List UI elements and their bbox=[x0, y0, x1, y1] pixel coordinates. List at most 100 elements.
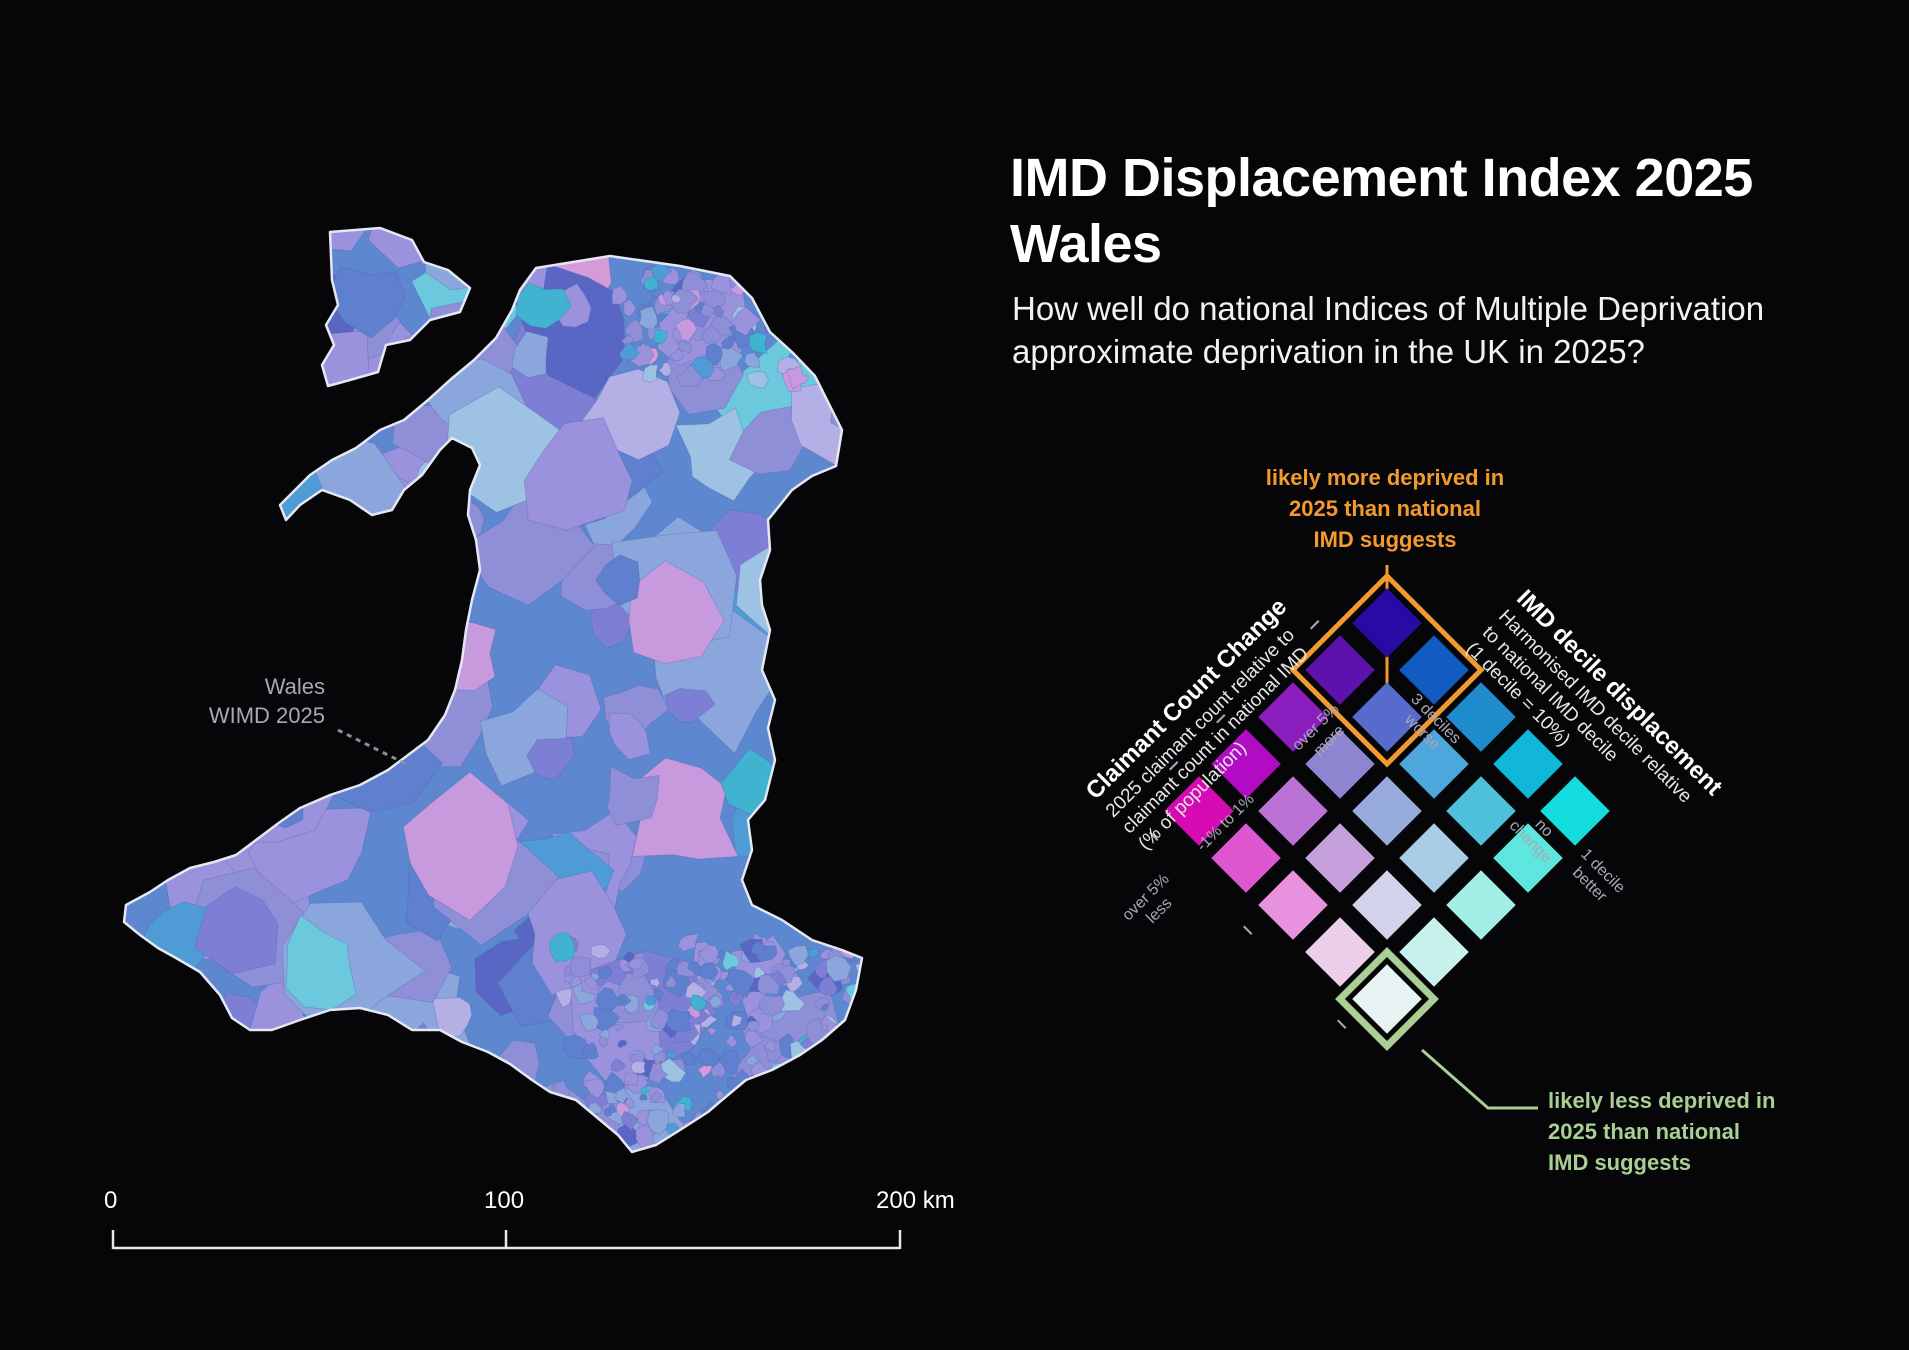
map-zone bbox=[578, 1013, 600, 1033]
map-zone bbox=[811, 593, 862, 739]
claimant-tick-line-0 bbox=[1149, 831, 1159, 841]
map-zone bbox=[784, 325, 806, 347]
map-zone bbox=[801, 1052, 818, 1070]
map-zone bbox=[794, 519, 833, 561]
map-zone bbox=[822, 1088, 839, 1103]
map-zone bbox=[726, 969, 756, 996]
map-zone bbox=[786, 273, 813, 293]
legend-cell-r4-c1 bbox=[1211, 729, 1281, 799]
map-zone bbox=[124, 569, 201, 677]
map-zone bbox=[849, 1079, 862, 1099]
map-zone bbox=[353, 508, 462, 612]
callout-more-line-3: IMD suggests bbox=[1313, 527, 1457, 552]
map-zone bbox=[431, 997, 473, 1039]
map-zone bbox=[757, 995, 785, 1016]
map-zone bbox=[157, 347, 213, 397]
map-zone bbox=[598, 965, 613, 979]
page-title: IMD Displacement Index 2025 Wales bbox=[1010, 145, 1870, 277]
map-zone bbox=[595, 986, 624, 1011]
map-label-line-1: Wales bbox=[264, 674, 325, 699]
map-zone bbox=[500, 1108, 584, 1152]
map-zone bbox=[189, 277, 237, 326]
map-zone bbox=[814, 1080, 830, 1090]
map-zone bbox=[142, 257, 234, 362]
map-zone bbox=[169, 544, 241, 604]
map-zone bbox=[331, 675, 434, 757]
claimant-tick-line-2 bbox=[1337, 1019, 1347, 1029]
map-zone bbox=[422, 228, 507, 291]
map-zone bbox=[851, 1037, 862, 1050]
map-zone bbox=[628, 957, 644, 971]
map-zone bbox=[640, 1084, 650, 1096]
callout-more-line-1: likely more deprived in bbox=[1265, 465, 1505, 490]
legend-cell-r3-c3 bbox=[1352, 682, 1422, 752]
map-zone bbox=[728, 404, 807, 475]
map-zone bbox=[732, 266, 745, 279]
map-zone bbox=[124, 1026, 181, 1105]
legend-cell-r0-c0 bbox=[1352, 964, 1422, 1034]
map-zone bbox=[136, 987, 206, 1075]
map-zone bbox=[255, 491, 355, 613]
map-zone bbox=[750, 940, 766, 955]
map-zone bbox=[555, 988, 573, 1008]
map-zone bbox=[677, 340, 694, 354]
map-zone bbox=[623, 1071, 639, 1086]
map-zone bbox=[816, 1109, 830, 1123]
map-zone bbox=[551, 1099, 582, 1125]
map-zone bbox=[812, 301, 862, 386]
map-zone bbox=[808, 1057, 818, 1067]
map-zone bbox=[675, 407, 768, 502]
legend-cell-r1-c4 bbox=[1493, 729, 1563, 799]
legend-cell-r3-c4 bbox=[1399, 635, 1469, 705]
map-zone bbox=[319, 1035, 410, 1115]
scale-label-0: 0 bbox=[104, 1187, 118, 1214]
map-zone bbox=[134, 313, 246, 448]
map-zone bbox=[824, 1119, 849, 1140]
map-zone bbox=[779, 1129, 797, 1149]
map-zone bbox=[562, 1034, 591, 1060]
legend-cell-r2-c2 bbox=[1352, 776, 1422, 846]
map-zone bbox=[849, 1031, 862, 1056]
decile-tick-line-1 bbox=[1216, 714, 1226, 724]
map-zone bbox=[826, 1036, 854, 1055]
map-zone bbox=[623, 298, 637, 318]
map-zone bbox=[646, 1108, 670, 1136]
map-zone bbox=[650, 1090, 662, 1103]
map-zone bbox=[734, 262, 752, 282]
map-zone bbox=[648, 1062, 669, 1085]
map-zone bbox=[137, 982, 222, 1054]
map-zone bbox=[526, 737, 575, 782]
map-zone bbox=[774, 274, 801, 298]
map-zone bbox=[792, 1077, 811, 1095]
map-zone bbox=[846, 1008, 862, 1028]
map-zone bbox=[743, 351, 761, 369]
legend-cell-r1-c3 bbox=[1446, 776, 1516, 846]
map-zone bbox=[825, 1038, 838, 1052]
map-zone bbox=[802, 1081, 832, 1102]
map-zone bbox=[191, 348, 298, 453]
map-zone bbox=[745, 1054, 760, 1067]
map-zone bbox=[786, 263, 798, 276]
map-zone bbox=[782, 958, 792, 968]
subtitle-line-2: approximate deprivation in the UK in 202… bbox=[1012, 333, 1645, 370]
legend-cell-r4-c2 bbox=[1258, 682, 1328, 752]
legend-grid bbox=[1164, 588, 1610, 1034]
map-zone bbox=[715, 1089, 725, 1101]
map-zone bbox=[743, 1030, 765, 1048]
map-zone bbox=[795, 1057, 811, 1073]
map-zone bbox=[758, 1128, 780, 1151]
map-zone bbox=[833, 1062, 854, 1083]
legend-tick-marks bbox=[1149, 620, 1347, 1029]
map-zone bbox=[744, 1129, 758, 1143]
legend-cell-r3-c0 bbox=[1211, 823, 1281, 893]
map-zone bbox=[746, 1020, 760, 1034]
map-zone bbox=[598, 1028, 611, 1040]
map-zone bbox=[296, 1060, 341, 1102]
map-zone bbox=[795, 792, 862, 862]
map-zone bbox=[770, 1110, 789, 1130]
map-zone bbox=[323, 1102, 368, 1145]
map-zone bbox=[701, 325, 724, 346]
map-zone bbox=[373, 1070, 485, 1152]
map-zone bbox=[556, 1133, 569, 1143]
map-zone bbox=[775, 1113, 797, 1134]
